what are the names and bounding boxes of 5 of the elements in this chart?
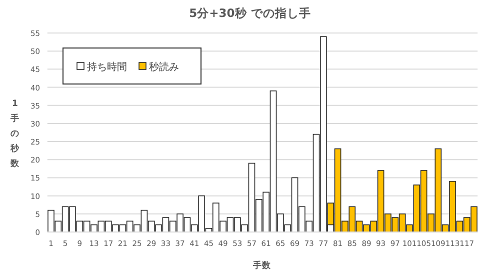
y-axis-title: 1手の秒数 (10, 99, 20, 169)
chart-title: 5分+30秒 での指し手 (189, 6, 311, 20)
x-axis-title: 手数 (252, 260, 272, 271)
legend-label: 秒読み (149, 61, 179, 73)
legend-label: 持ち時間 (87, 61, 127, 73)
